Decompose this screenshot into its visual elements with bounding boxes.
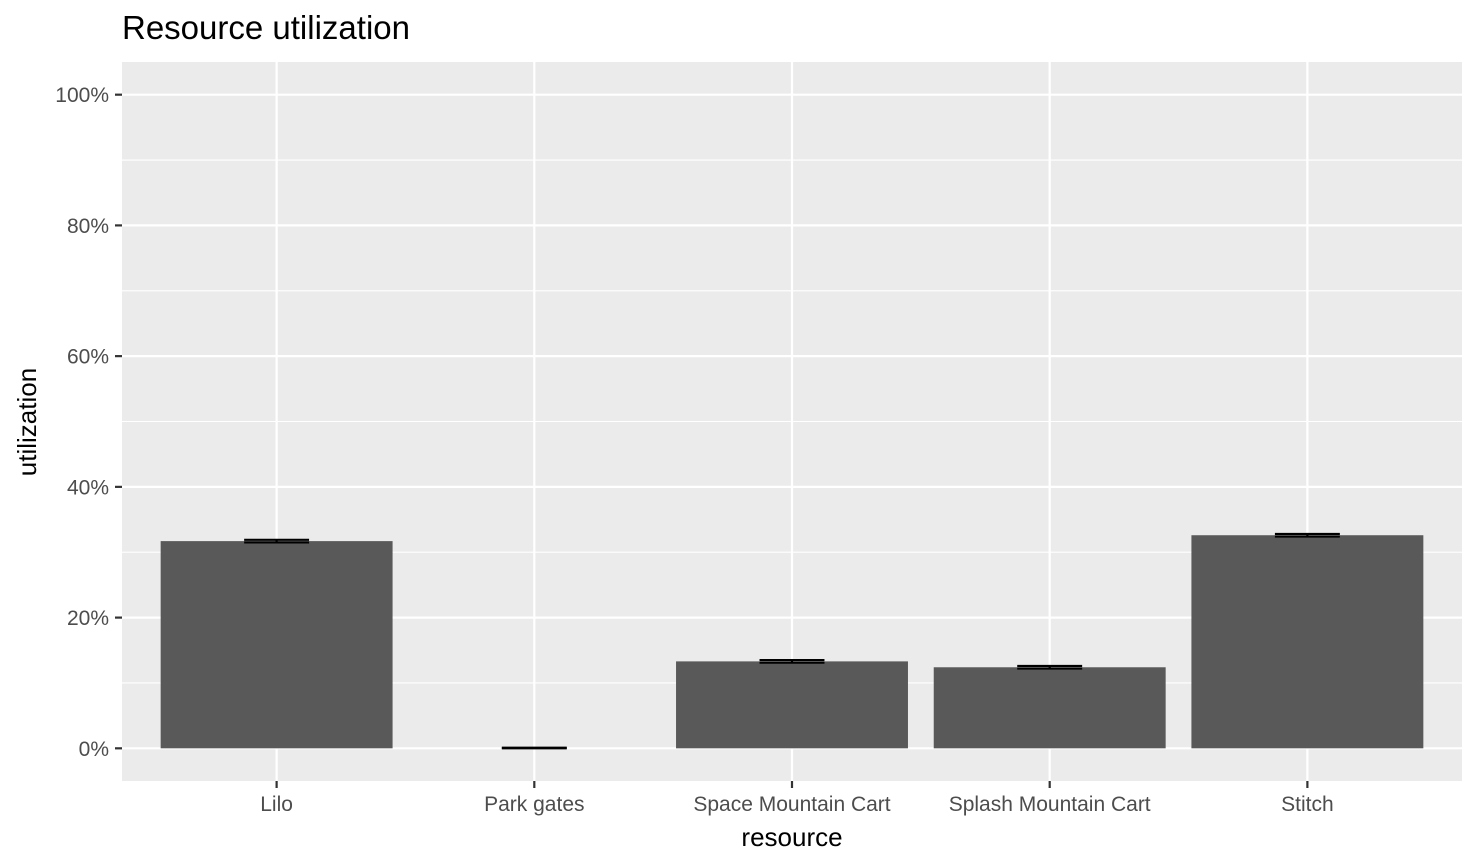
bar-space-mountain-cart (676, 661, 908, 749)
y-axis-title: utilization (12, 368, 42, 476)
x-tick-label: Stitch (1281, 793, 1334, 816)
bars (160, 535, 1424, 749)
x-tick-label: Lilo (260, 793, 293, 816)
y-axis: 0% 20% 40% 60% 80% 100% (55, 84, 122, 761)
x-axis: Lilo Park gates Space Mountain Cart Splash … (260, 781, 1334, 816)
y-tick-label: 0% (79, 738, 109, 761)
chart-title: Resource utilization (122, 9, 410, 46)
y-tick-label: 80% (67, 215, 109, 238)
y-tick-label: 40% (67, 476, 109, 499)
y-tick-label: 20% (67, 607, 109, 630)
error-bars (244, 532, 1340, 750)
bar-stitch (1191, 535, 1424, 749)
x-tick-label: Space Mountain Cart (693, 793, 890, 816)
x-tick-label: Splash Mountain Cart (949, 793, 1151, 816)
bar-splash-mountain-cart (933, 667, 1166, 749)
gridlines (122, 62, 1462, 781)
bar-lilo (160, 541, 393, 749)
y-tick-label: 100% (55, 84, 109, 107)
x-tick-label: Park gates (484, 793, 584, 816)
y-tick-label: 60% (67, 346, 109, 369)
x-axis-title: resource (741, 822, 842, 852)
